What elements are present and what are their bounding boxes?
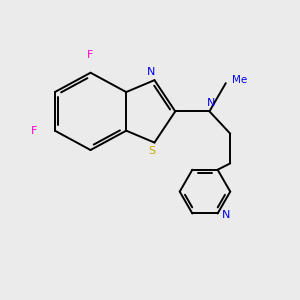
Text: Me: Me (232, 75, 248, 85)
Text: F: F (87, 50, 94, 60)
Text: S: S (148, 146, 155, 157)
Text: F: F (31, 126, 37, 136)
Text: N: N (222, 210, 230, 220)
Text: N: N (207, 98, 215, 108)
Text: N: N (147, 67, 156, 77)
